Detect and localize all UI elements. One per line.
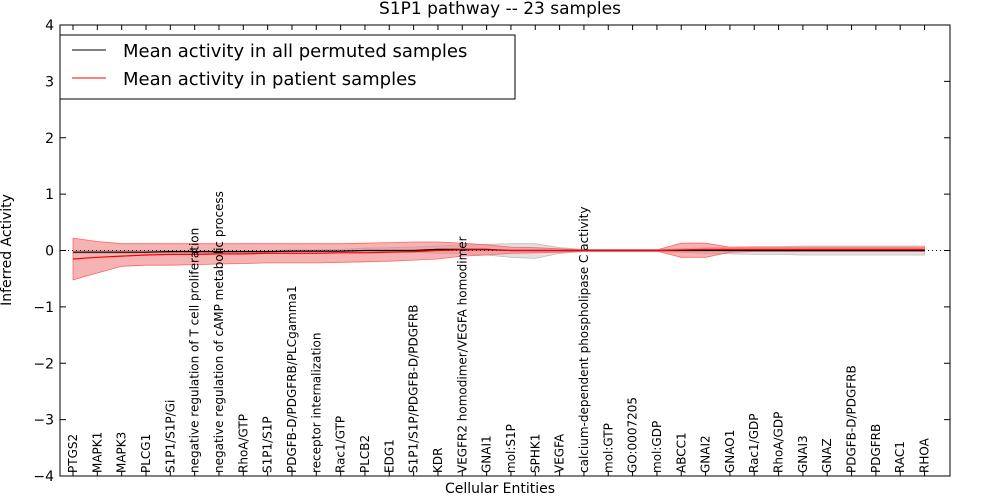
category-label: Rac1/GTP	[334, 416, 348, 473]
series-line-patient	[72, 248, 925, 260]
category-label: mol:GDP	[650, 421, 664, 473]
category-label: PLCB2	[358, 435, 372, 473]
y-tick-label: 4	[45, 18, 54, 34]
legend-label-patient: Mean activity in patient samples	[123, 69, 417, 90]
y-tick-label: 0	[45, 244, 54, 260]
category-label: RHOA	[918, 437, 932, 473]
legend: Mean activity in all permuted samples Me…	[59, 34, 516, 100]
category-label: RAC1	[893, 441, 907, 473]
category-label: GO:0007205	[626, 397, 640, 473]
legend-box	[59, 34, 516, 100]
category-label: PLCG1	[139, 434, 153, 473]
category-label: ABCC1	[674, 432, 688, 473]
category-label: VEGFA	[553, 433, 567, 473]
category-label: MAPK1	[90, 432, 104, 473]
chart-title: S1P1 pathway -- 23 samples	[379, 0, 621, 19]
category-label: GNAI1	[480, 435, 494, 473]
y-tick-label: 1	[45, 187, 54, 203]
category-label: RhoA/GDP	[772, 412, 786, 473]
category-label: mol:S1P	[504, 424, 518, 473]
y-tick-label: −1	[33, 300, 54, 316]
category-label: GNAI2	[699, 435, 713, 473]
category-label: VEGFR2 homodimer/VEGFA homodimer	[455, 236, 469, 473]
y-tick-label: 3	[45, 74, 54, 90]
category-label: MAPK3	[115, 432, 129, 473]
category-label: GNAZ	[820, 438, 834, 473]
category-label: Rac1/GDP	[747, 414, 761, 473]
category-label: GNAI3	[796, 435, 810, 473]
category-label: negative regulation of cAMP metabolic pr…	[212, 191, 226, 473]
category-label: PDGFRB	[869, 424, 883, 473]
band-patient	[72, 237, 925, 281]
category-label: mol:GTP	[601, 423, 615, 473]
category-label: KDR	[431, 448, 445, 473]
y-tick-label: −4	[33, 469, 54, 485]
category-label: PDGFB-D/PDGFRB	[845, 365, 859, 473]
category-label: PDGFB-D/PDGFRB/PLCgamma1	[285, 286, 299, 473]
y-axis-label: Inferred Activity	[0, 194, 15, 306]
legend-label-permuted: Mean activity in all permuted samples	[123, 41, 467, 62]
category-label: GNAO1	[723, 430, 737, 473]
plot-area	[60, 237, 950, 281]
category-label: negative regulation of T cell proliferat…	[188, 228, 202, 473]
y-axis: −4 −3 −2 −1 0 1 2 3 4	[33, 18, 950, 485]
y-tick-label: −2	[33, 356, 54, 372]
x-axis: PTGS2 MAPK1 MAPK3 PLCG1 S1P1/S1P/Gi negative …	[66, 25, 932, 476]
category-label: RhoA/GTP	[236, 414, 250, 473]
category-label: S1P1/S1P	[261, 416, 275, 473]
category-label: SPHK1	[528, 434, 542, 473]
x-axis-label: Cellular Entities	[445, 481, 555, 497]
category-label: S1P1/S1P/Gi	[163, 400, 177, 473]
category-label: EDG1	[382, 439, 396, 473]
category-label: PTGS2	[66, 434, 80, 473]
y-tick-label: 2	[45, 131, 54, 147]
category-label: receptor internalization	[309, 333, 323, 473]
category-label: calcium-dependent phospholipase C activi…	[577, 207, 591, 473]
y-tick-label: −3	[33, 413, 54, 429]
category-label: S1P1/S1P/PDGFB-D/PDGFRB	[407, 305, 421, 473]
